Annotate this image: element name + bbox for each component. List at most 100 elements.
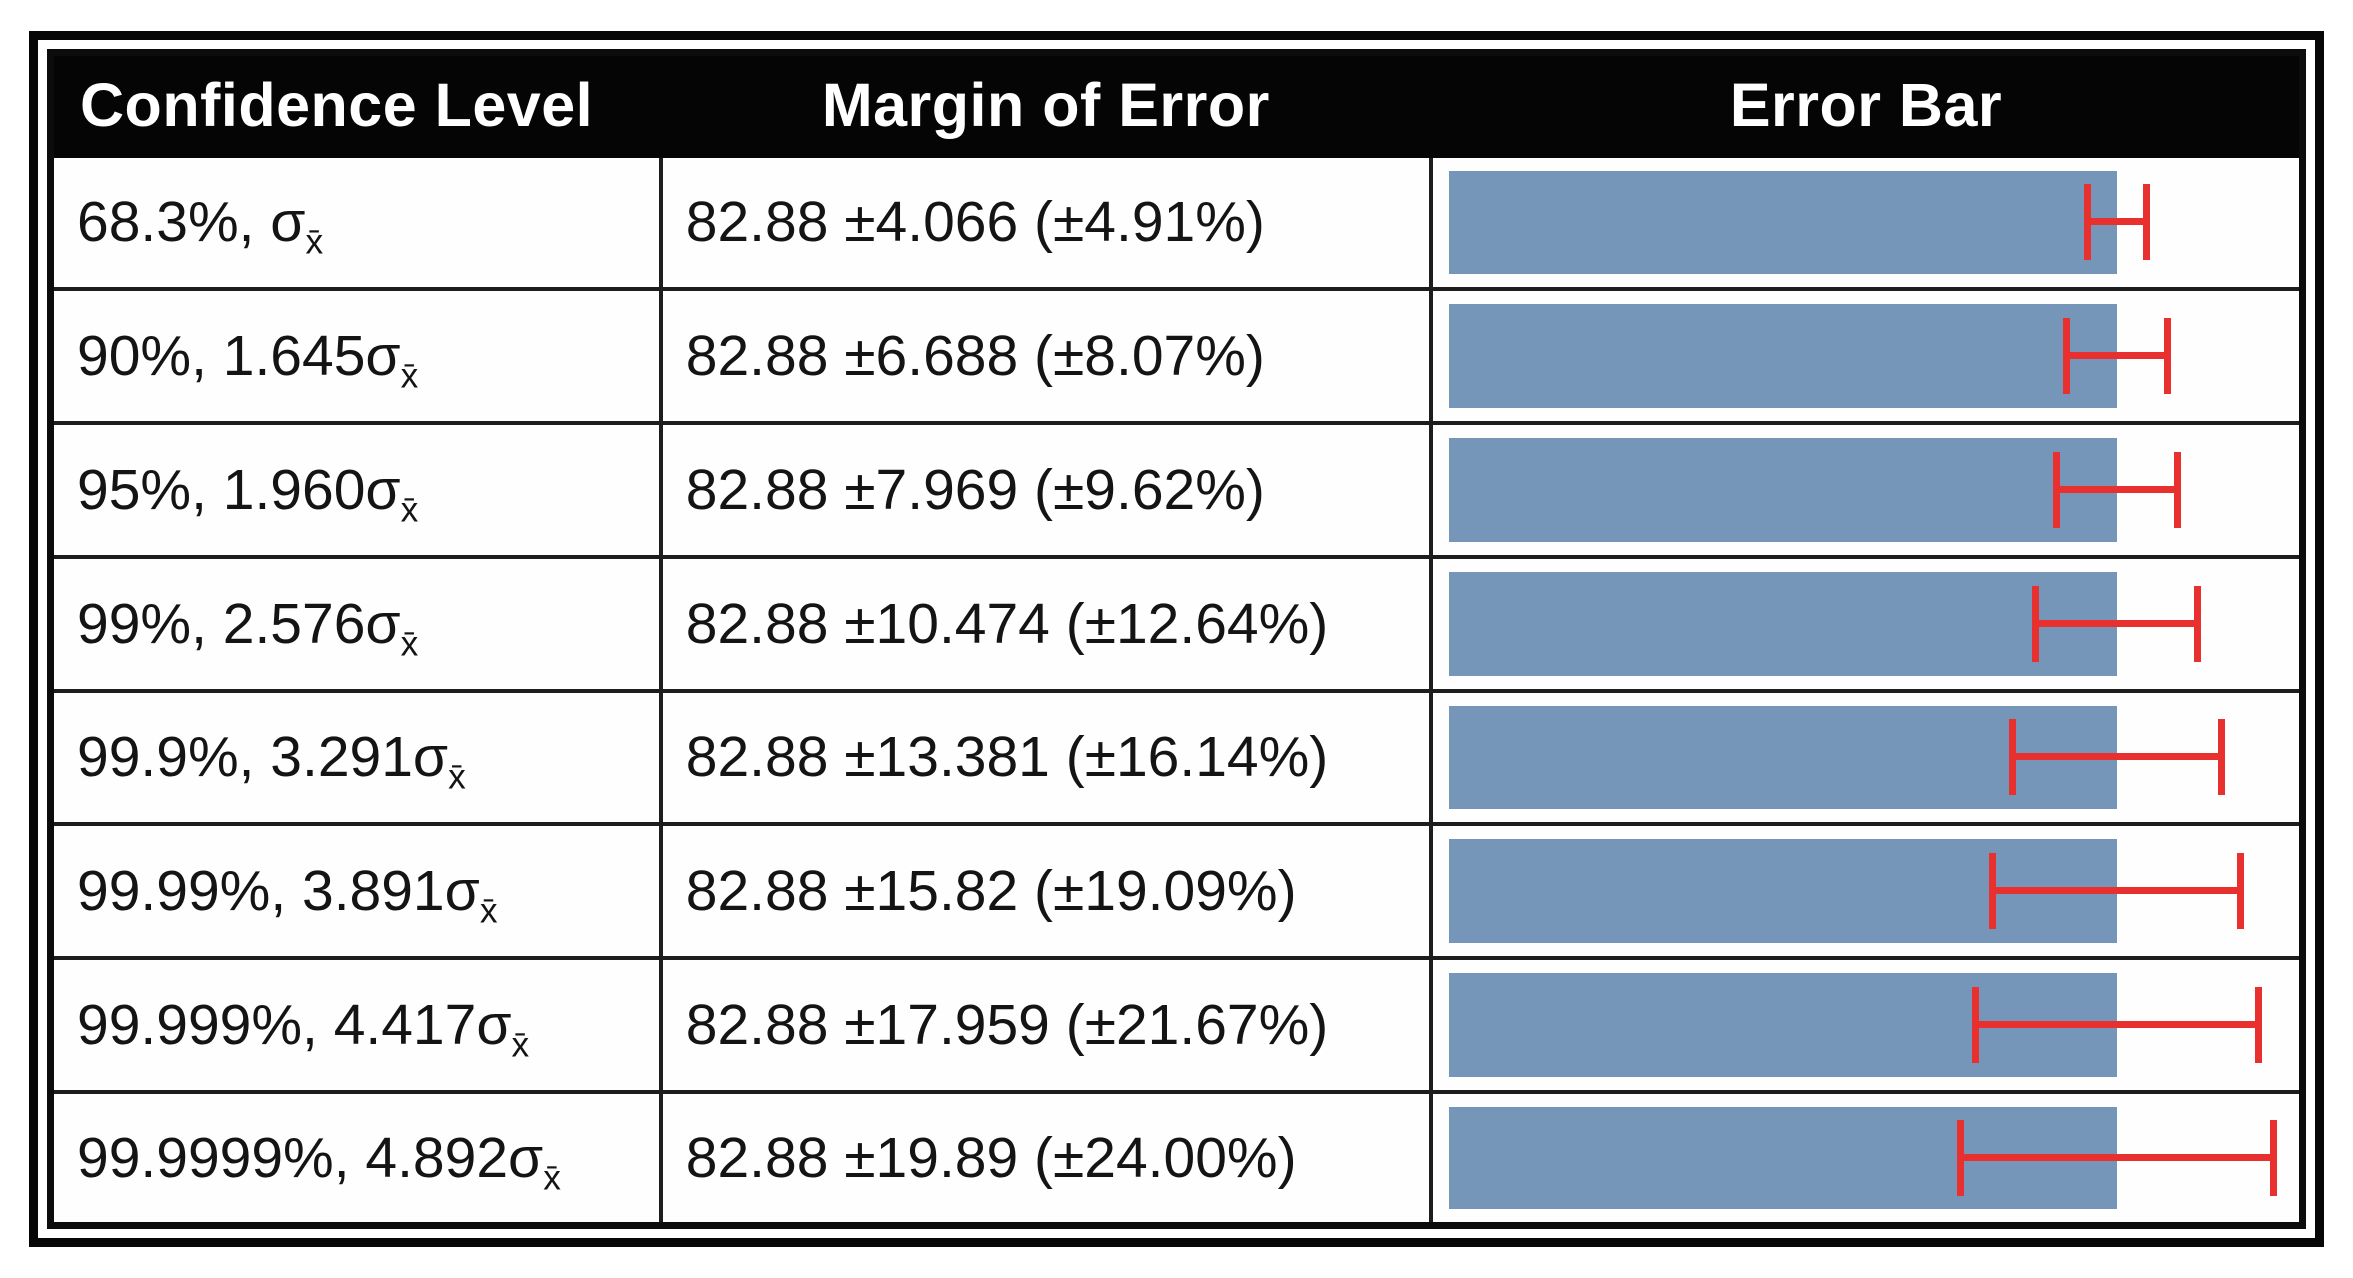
table-row: 99.9999%, 4.892σx̄ 82.88 ±19.89 (±24.00%…: [48, 1089, 2305, 1228]
error-bar-line: [1989, 887, 2245, 895]
error-bar: [1972, 986, 2262, 1063]
error-bar-cell: [1428, 421, 2305, 559]
margin-of-error-text: 82.88 ±10.474 (±12.64%): [685, 591, 1329, 656]
error-bar: [2009, 719, 2225, 796]
error-bar-upper-tick: [2163, 318, 2171, 395]
margin-of-error-text: 82.88 ±15.82 (±19.09%): [685, 859, 1297, 924]
sigma-xbar-subscript: x̄: [400, 356, 419, 396]
margin-of-error-text: 82.88 ±17.959 (±21.67%): [685, 992, 1329, 1057]
confidence-level-text: 99.999%, 4.417σ: [77, 992, 512, 1057]
value-bar: [1448, 705, 2117, 810]
sigma-xbar-subscript: x̄: [511, 1025, 530, 1065]
table-body: 68.3%, σx̄ 82.88 ±4.066 (±4.91%) 90%, 1.…: [48, 153, 2305, 1228]
margin-of-error-cell: 82.88 ±13.381 (±16.14%): [658, 688, 1433, 827]
bar-track: [1448, 571, 2283, 676]
bar-track: [1448, 438, 2283, 542]
error-bar-line: [2032, 619, 2202, 627]
confidence-level-cell: 99.9%, 3.291σx̄: [48, 688, 663, 827]
margin-of-error-cell: 82.88 ±4.066 (±4.91%): [658, 153, 1433, 292]
error-bar-line: [2009, 753, 2225, 761]
error-bar: [2052, 451, 2182, 528]
sigma-xbar-subscript: x̄: [479, 891, 498, 931]
error-bar-lower-tick: [2009, 719, 2016, 796]
margin-of-error-cell: 82.88 ±17.959 (±21.67%): [658, 956, 1433, 1094]
confidence-level-cell: 99.999%, 4.417σx̄: [48, 956, 663, 1094]
error-bar-lower-tick: [2032, 585, 2040, 662]
error-bar-upper-tick: [2174, 451, 2182, 528]
error-bar: [1956, 1119, 2278, 1196]
error-bar-cell: [1428, 688, 2305, 827]
confidence-level-cell: 95%, 1.960σx̄: [48, 421, 663, 559]
error-bar: [2084, 184, 2150, 261]
sigma-xbar-subscript: x̄: [400, 490, 419, 530]
value-bar: [1448, 304, 2117, 408]
error-bar-cell: [1428, 822, 2305, 960]
confidence-level-cell: 99%, 2.576σx̄: [48, 554, 663, 693]
bar-track: [1448, 839, 2283, 943]
error-bar: [2032, 585, 2202, 662]
value-bar: [1448, 438, 2117, 542]
margin-of-error-text: 82.88 ±7.969 (±9.62%): [685, 457, 1265, 522]
bar-track: [1448, 705, 2283, 810]
error-bar: [1989, 853, 2245, 930]
margin-of-error-cell: 82.88 ±6.688 (±8.07%): [658, 287, 1433, 425]
error-bar-line: [1956, 1153, 2278, 1161]
error-bar-lower-tick: [1956, 1119, 1964, 1196]
error-bar-lower-tick: [2062, 318, 2070, 395]
table-row: 90%, 1.645σx̄ 82.88 ±6.688 (±8.07%): [48, 287, 2305, 425]
margin-of-error-text: 82.88 ±4.066 (±4.91%): [685, 190, 1265, 255]
confidence-level-text: 95%, 1.960σ: [77, 457, 401, 522]
error-bar-upper-tick: [2217, 719, 2225, 796]
confidence-level-text: 99.9999%, 4.892σ: [77, 1125, 544, 1190]
error-bar: [2062, 318, 2171, 395]
value-bar: [1448, 170, 2117, 275]
error-bar-cell: [1428, 153, 2305, 292]
error-bar-line: [2084, 218, 2150, 226]
value-bar: [1448, 571, 2117, 676]
column-header-confidence-level: Confidence Level: [48, 50, 663, 158]
sigma-xbar-subscript: x̄: [305, 222, 324, 262]
table-row: 99.999%, 4.417σx̄ 82.88 ±17.959 (±21.67%…: [48, 956, 2305, 1094]
error-bar-cell: [1428, 554, 2305, 693]
bar-track: [1448, 170, 2283, 275]
table-header: Confidence Level Margin of Error Error B…: [48, 50, 2305, 158]
confidence-level-text: 68.3%, σ: [77, 190, 306, 255]
error-bar-lower-tick: [1989, 853, 1997, 930]
error-bar-upper-tick: [2194, 585, 2202, 662]
error-bar-upper-tick: [2254, 986, 2262, 1063]
error-bar-upper-tick: [2237, 853, 2245, 930]
margin-of-error-text: 82.88 ±19.89 (±24.00%): [685, 1125, 1297, 1190]
header-row: Confidence Level Margin of Error Error B…: [48, 50, 2305, 158]
confidence-level-text: 99.99%, 3.891σ: [77, 859, 480, 924]
margin-of-error-text: 82.88 ±13.381 (±16.14%): [685, 725, 1329, 790]
table-row: 99.9%, 3.291σx̄ 82.88 ±13.381 (±16.14%): [48, 688, 2305, 827]
table-row: 99%, 2.576σx̄ 82.88 ±10.474 (±12.64%): [48, 554, 2305, 693]
error-bar-upper-tick: [2270, 1119, 2278, 1196]
outer-frame: Confidence Level Margin of Error Error B…: [29, 31, 2324, 1247]
sigma-xbar-subscript: x̄: [448, 757, 466, 797]
error-bar-line: [2062, 352, 2171, 360]
error-bar-lower-tick: [2084, 184, 2092, 261]
margin-of-error-cell: 82.88 ±10.474 (±12.64%): [658, 554, 1433, 693]
table-row: 99.99%, 3.891σx̄ 82.88 ±15.82 (±19.09%): [48, 822, 2305, 960]
bar-track: [1448, 973, 2283, 1077]
error-bar-cell: [1428, 287, 2305, 425]
table-row: 95%, 1.960σx̄ 82.88 ±7.969 (±9.62%): [48, 421, 2305, 559]
margin-of-error-text: 82.88 ±6.688 (±8.07%): [685, 324, 1265, 389]
error-bar-cell: [1428, 1089, 2305, 1228]
column-header-margin-of-error: Margin of Error: [658, 50, 1433, 158]
bar-track: [1448, 304, 2283, 408]
confidence-level-text: 99%, 2.576σ: [77, 591, 401, 656]
sigma-xbar-subscript: x̄: [400, 624, 419, 664]
confidence-table: Confidence Level Margin of Error Error B…: [47, 49, 2306, 1229]
error-bar-line: [2052, 485, 2182, 493]
sigma-xbar-subscript: x̄: [543, 1158, 561, 1198]
confidence-level-cell: 99.9999%, 4.892σx̄: [48, 1089, 663, 1228]
confidence-level-cell: 68.3%, σx̄: [48, 153, 663, 292]
margin-of-error-cell: 82.88 ±19.89 (±24.00%): [658, 1089, 1433, 1228]
confidence-level-cell: 99.99%, 3.891σx̄: [48, 822, 663, 960]
margin-of-error-cell: 82.88 ±7.969 (±9.62%): [658, 421, 1433, 559]
margin-of-error-cell: 82.88 ±15.82 (±19.09%): [658, 822, 1433, 960]
confidence-level-cell: 90%, 1.645σx̄: [48, 287, 663, 425]
